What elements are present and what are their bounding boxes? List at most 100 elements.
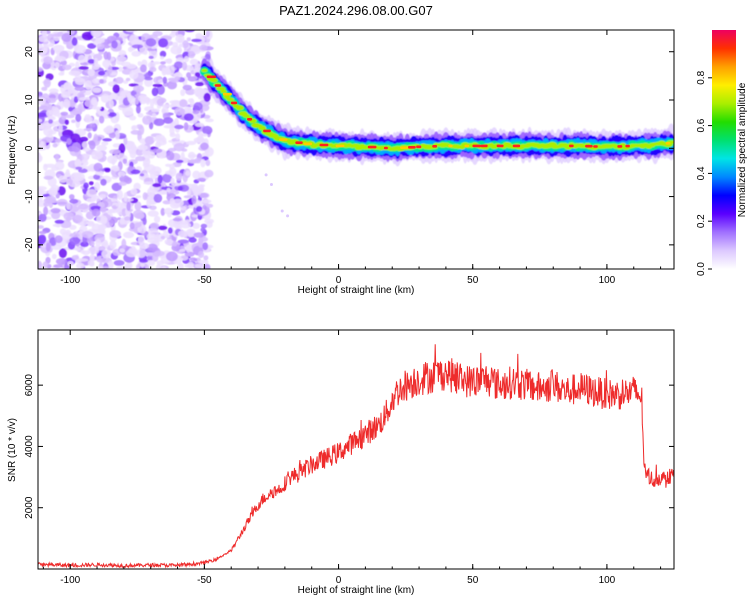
noise-blob bbox=[169, 100, 181, 104]
noise-blob bbox=[130, 143, 137, 154]
noise-blob bbox=[54, 153, 60, 161]
noise-blob bbox=[53, 264, 63, 269]
noise-blob bbox=[115, 55, 127, 62]
noise-blob bbox=[160, 235, 165, 240]
noise-blob bbox=[77, 203, 89, 210]
noise-blob bbox=[170, 45, 182, 55]
noise-blob bbox=[134, 222, 142, 228]
noise-blob bbox=[144, 136, 155, 145]
noise-blob bbox=[126, 201, 131, 211]
noise-blob bbox=[115, 76, 124, 84]
noise-blob bbox=[74, 75, 83, 79]
noise-blob bbox=[98, 246, 106, 251]
noise-blob bbox=[96, 144, 107, 152]
noise-blob bbox=[38, 96, 46, 106]
noise-blob bbox=[65, 229, 71, 236]
ridge-peak bbox=[408, 146, 416, 149]
noise-blob bbox=[94, 38, 105, 44]
ridge-peak bbox=[512, 144, 521, 148]
noise-blob bbox=[82, 147, 90, 152]
noise-blob bbox=[186, 72, 192, 79]
noise-blob bbox=[131, 39, 144, 44]
noise-blob bbox=[78, 97, 90, 101]
noise-blob bbox=[43, 56, 53, 65]
noise-blob bbox=[124, 112, 134, 116]
noise-blob bbox=[155, 264, 162, 269]
noise-blob bbox=[129, 115, 137, 121]
noise-blob bbox=[183, 56, 190, 63]
noise-blob bbox=[101, 141, 109, 146]
noise-blob bbox=[54, 161, 65, 171]
noise-blob bbox=[58, 124, 63, 133]
noise-blob bbox=[38, 35, 50, 43]
noise-blob bbox=[192, 170, 201, 179]
noise-blob bbox=[118, 171, 126, 177]
noise-blob bbox=[99, 194, 107, 199]
noise-blob bbox=[136, 104, 141, 114]
ridge-segment bbox=[220, 89, 227, 94]
noise-blob bbox=[66, 39, 73, 49]
noise-blob bbox=[148, 34, 158, 39]
noise-blob bbox=[38, 118, 43, 123]
noise-blob bbox=[88, 123, 96, 128]
noise-blob bbox=[153, 118, 165, 126]
noise-blob bbox=[69, 236, 81, 245]
noise-blob bbox=[84, 80, 93, 90]
ridge-band bbox=[200, 56, 674, 167]
noise-blob bbox=[99, 206, 107, 213]
noise-blob bbox=[75, 166, 83, 170]
noise-blob bbox=[69, 224, 77, 230]
noise-blob bbox=[73, 172, 85, 182]
noise-blob bbox=[58, 72, 65, 76]
noise-blob bbox=[38, 213, 47, 222]
noise-blob bbox=[193, 232, 205, 238]
noise-blob bbox=[187, 160, 199, 164]
noise-blob bbox=[193, 86, 204, 97]
y-tick-label: -10 bbox=[24, 189, 35, 204]
noise-blob bbox=[153, 250, 165, 257]
noise-blob bbox=[38, 230, 47, 235]
noise-blob bbox=[48, 119, 53, 124]
noise-blob bbox=[162, 76, 167, 84]
x-tick-label: -100 bbox=[60, 275, 80, 286]
noise-blob bbox=[96, 266, 104, 269]
noise-blob bbox=[199, 192, 210, 199]
noise-blob bbox=[194, 72, 201, 77]
noise-blob bbox=[90, 241, 95, 247]
noise-blob bbox=[118, 50, 127, 57]
noise-blob bbox=[87, 68, 96, 77]
noise-blob bbox=[83, 116, 93, 123]
noise-blob bbox=[160, 191, 168, 195]
ridge-segment bbox=[258, 125, 267, 131]
noise-blob bbox=[98, 70, 106, 76]
noise-blob bbox=[118, 152, 125, 162]
noise-blob bbox=[183, 113, 194, 121]
noise-blob bbox=[200, 227, 206, 233]
noise-blob bbox=[122, 158, 128, 164]
ridge-peak bbox=[303, 142, 313, 146]
ridge-peak bbox=[480, 144, 488, 148]
ridge-segment bbox=[215, 86, 226, 91]
noise-blob bbox=[60, 84, 66, 93]
noise-blob bbox=[175, 172, 183, 181]
noise-blob bbox=[185, 140, 197, 146]
colorbar-tick-label: 0.2 bbox=[696, 214, 707, 228]
snr-x-axis-label: Height of straight line (km) bbox=[298, 585, 415, 596]
noise-blob bbox=[45, 195, 57, 204]
noise-blob bbox=[78, 66, 89, 70]
noise-blob bbox=[182, 84, 192, 91]
noise-blob bbox=[96, 198, 102, 204]
x-tick-label: -100 bbox=[60, 575, 80, 586]
ridge-segment bbox=[235, 105, 244, 111]
colorbar-tick-label: 0.4 bbox=[696, 166, 707, 180]
noise-blob bbox=[59, 228, 67, 235]
noise-blob bbox=[38, 186, 47, 191]
noise-blob bbox=[119, 248, 125, 253]
noise-blob bbox=[167, 80, 177, 90]
y-tick-label: 2000 bbox=[24, 496, 35, 519]
noise-blob bbox=[156, 84, 165, 95]
noise-blob bbox=[156, 238, 163, 242]
noise-blob bbox=[205, 159, 211, 167]
ridge-peak bbox=[416, 145, 422, 149]
noise-blob bbox=[93, 133, 98, 143]
